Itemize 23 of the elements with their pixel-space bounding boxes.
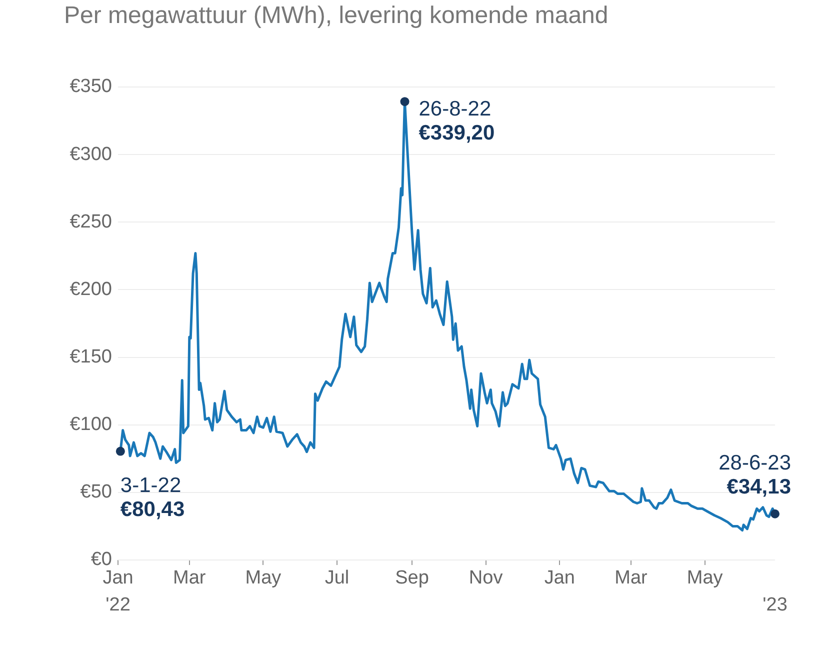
y-tick-label: €50 (80, 482, 112, 503)
x-tick-label: May (245, 568, 282, 589)
y-tick-label: €350 (70, 76, 112, 98)
x-tick-label: Jul (324, 568, 350, 589)
y-tick-label: €150 (70, 346, 112, 368)
x-tick-label: May (686, 568, 724, 589)
x2-tick-label: '22 (106, 594, 130, 616)
y-tick-label: €0 (90, 549, 112, 570)
x-tick-label: Jan (102, 568, 134, 589)
y-tick-label: €300 (70, 144, 112, 165)
x2-tick-label: '23 (762, 594, 788, 616)
x-tick-label: Mar (614, 568, 648, 589)
annotation: 28-6-23 €34,13 (718, 452, 791, 499)
x-tick-label: Jan (544, 568, 575, 589)
y-tick-label: €200 (70, 278, 112, 300)
y-tick-label: €250 (70, 211, 112, 232)
annotation: 3-1-22 €80,43 (120, 474, 185, 522)
chart-title: Per megawattuur (MWh), levering komende maand (64, 2, 608, 30)
annotation: 26-8-22 €339,20 (418, 97, 495, 144)
x-tick-label: Sep (395, 568, 429, 589)
y-tick-label: €100 (70, 414, 112, 436)
x-tick-label: Mar (173, 568, 206, 589)
x-tick-label: Nov (468, 568, 504, 589)
